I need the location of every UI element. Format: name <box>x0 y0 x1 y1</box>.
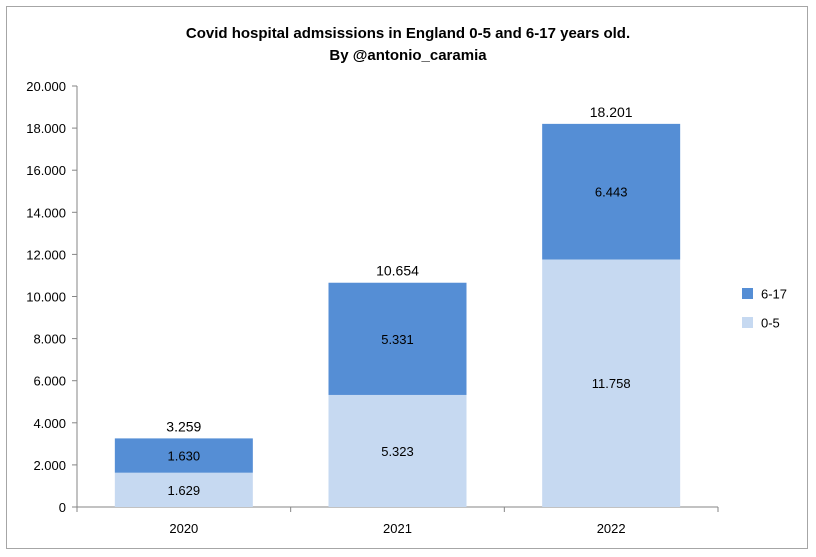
data-label: 5.331 <box>381 332 414 347</box>
data-label: 11.758 <box>592 376 631 391</box>
y-tick-label: 16.000 <box>26 163 66 178</box>
bar-segment-0-5 <box>328 394 467 507</box>
bar-segment-0-5 <box>542 259 681 507</box>
legend-swatch-6-17 <box>742 288 753 299</box>
y-tick-label: 10.000 <box>26 290 66 305</box>
y-tick-label: 4.000 <box>33 416 66 431</box>
bar-segment-6-17 <box>542 123 681 260</box>
y-tick-label: 18.000 <box>26 121 66 136</box>
bars: 1.629 1.630 3.259 5.323 5.331 10.654 11.758 6.4… <box>114 104 681 507</box>
bar-segment-0-5 <box>114 472 253 507</box>
y-tick-label: 2.000 <box>33 458 66 473</box>
x-tick-label: 2022 <box>597 521 626 536</box>
y-tick-label: 12.000 <box>26 247 66 262</box>
total-label: 10.654 <box>376 263 419 279</box>
legend-label: 6-17 <box>761 287 787 302</box>
y-tick-label: 0 <box>59 500 66 515</box>
legend-swatch-0-5 <box>742 317 753 328</box>
bar-segment-6-17 <box>114 438 253 473</box>
y-tick-label: 6.000 <box>33 374 66 389</box>
legend: 6-17 0-5 <box>742 287 787 331</box>
x-tick-label: 2020 <box>169 521 198 536</box>
chart-subtitle: By @antonio_caramia <box>329 47 487 64</box>
total-label: 3.259 <box>166 418 201 434</box>
y-tick-label: 20.000 <box>26 79 66 94</box>
bar-segment-6-17 <box>328 282 467 395</box>
y-tick-label: 14.000 <box>26 205 66 220</box>
x-tick-label: 2021 <box>383 521 412 536</box>
data-label: 1.629 <box>168 483 201 498</box>
data-label: 5.323 <box>381 444 414 459</box>
data-label: 1.630 <box>168 449 201 464</box>
total-label: 18.201 <box>590 104 633 120</box>
data-label: 6.443 <box>595 185 628 200</box>
y-tick-label: 8.000 <box>33 332 66 347</box>
chart-title: Covid hospital admsissions in England 0-… <box>186 25 630 42</box>
legend-label: 0-5 <box>761 316 780 331</box>
